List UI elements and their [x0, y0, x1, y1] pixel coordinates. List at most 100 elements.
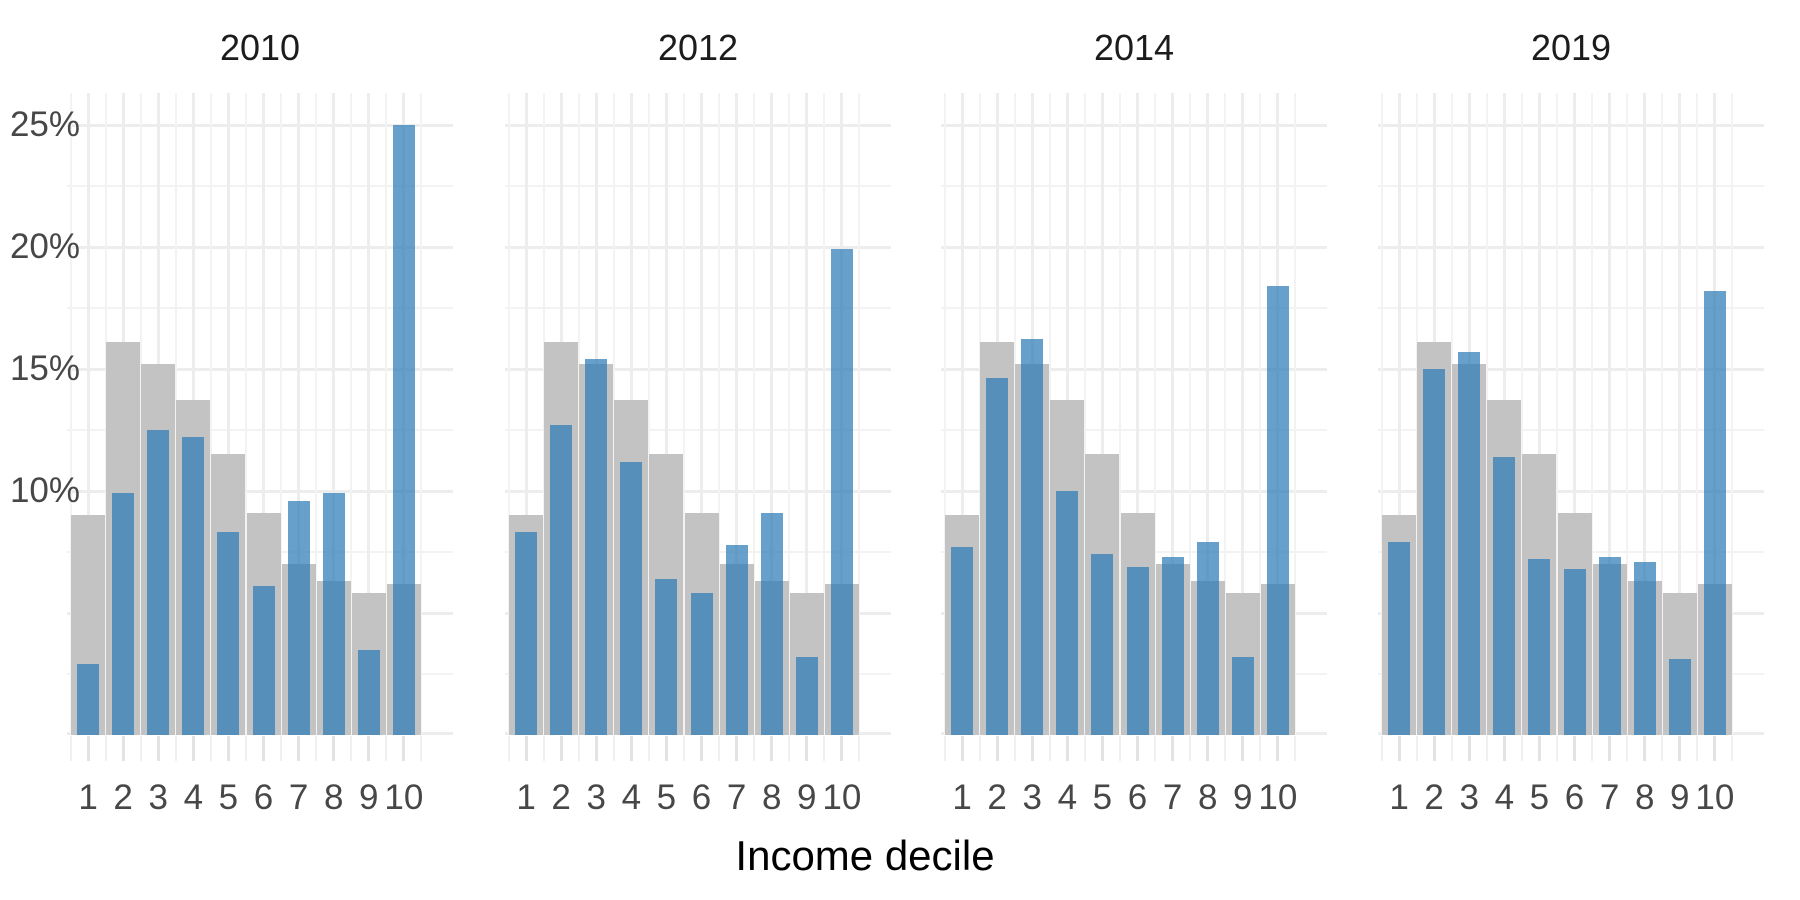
x-tick-label-2010-1: 1 [78, 778, 98, 817]
blue-bar-2019-decile-1 [1388, 542, 1411, 735]
facet-panel-2019 [1378, 93, 1764, 735]
x-axis-tick [612, 736, 615, 761]
x-axis-tick [367, 736, 371, 761]
x-axis-tick [1555, 736, 1558, 761]
y-minor-gridline [505, 306, 891, 309]
x-major-gridline [1206, 93, 1210, 735]
x-axis-tick [1118, 736, 1121, 761]
x-axis-tick [805, 736, 809, 761]
x-axis-tick [594, 736, 598, 761]
facet-title-2019: 2019 [1530, 27, 1612, 68]
x-tick-label-2014-2: 2 [987, 778, 1007, 817]
y-major-gridline [505, 123, 891, 127]
x-axis-tick [943, 736, 946, 761]
x-minor-gridline [1450, 93, 1453, 735]
x-tick-label-2014-4: 4 [1057, 778, 1078, 817]
x-minor-gridline [718, 93, 721, 735]
blue-bar-2012-decile-10 [830, 249, 853, 735]
y-major-gridline [941, 245, 1327, 249]
x-tick-label-2012-1: 1 [516, 778, 536, 817]
x-tick-label-2010-10: 10 [384, 778, 424, 817]
x-tick-label-2014-8: 8 [1197, 778, 1218, 817]
x-tick-label-2012-10: 10 [822, 778, 862, 817]
x-tick-label-2012-4: 4 [621, 778, 642, 817]
x-axis-tick [1485, 736, 1488, 761]
x-axis-tick [1467, 736, 1471, 761]
blue-bar-2019-decile-2 [1423, 368, 1446, 735]
x-axis-tick [1189, 736, 1192, 761]
x-minor-gridline [69, 93, 72, 735]
blue-bar-2012-decile-3 [585, 358, 608, 735]
y-minor-gridline [67, 306, 453, 309]
x-axis-tick [995, 736, 999, 761]
x-axis-tick [524, 736, 528, 761]
y-tick-label-20: 20% [9, 226, 80, 266]
x-minor-gridline [788, 93, 791, 735]
x-major-gridline [332, 93, 336, 735]
x-tick-label-2019-6: 6 [1564, 778, 1585, 817]
x-axis-tick [1206, 736, 1210, 761]
x-tick-label-2012-5: 5 [656, 778, 677, 817]
x-axis-tick [960, 736, 964, 761]
blue-bar-2010-decile-6 [252, 586, 275, 735]
x-axis-tick [1520, 736, 1523, 761]
x-minor-gridline [647, 93, 650, 735]
x-minor-gridline [1520, 93, 1523, 735]
x-axis-tick [1154, 736, 1157, 761]
y-major-gridline [67, 367, 453, 371]
x-axis-tick [542, 736, 545, 761]
blue-bar-2014-decile-6 [1126, 566, 1149, 735]
y-major-gridline [67, 245, 453, 249]
x-axis-tick [559, 736, 563, 761]
facet-panel-2012 [505, 93, 891, 735]
x-axis-tick [823, 736, 826, 761]
x-axis-tick [420, 736, 423, 761]
y-minor-gridline [505, 428, 891, 431]
y-major-gridline [1378, 367, 1764, 371]
x-tick-label-2019-9: 9 [1670, 778, 1690, 817]
x-major-gridline [297, 93, 301, 735]
x-minor-gridline [507, 93, 510, 735]
y-tick-label-25: 25% [9, 104, 80, 144]
x-tick-label-2014-1: 1 [952, 778, 972, 817]
x-axis-tick [1030, 736, 1034, 761]
blue-bar-2019-decile-5 [1528, 559, 1551, 735]
y-minor-gridline [941, 428, 1327, 431]
x-major-gridline [770, 93, 774, 735]
x-axis-tick [191, 736, 195, 761]
blue-bar-2012-decile-9 [795, 656, 818, 735]
y-minor-gridline [941, 306, 1327, 309]
facet-title-2010: 2010 [219, 27, 301, 68]
x-tick-label-2012-9: 9 [797, 778, 817, 817]
blue-bar-2010-decile-5 [217, 532, 240, 735]
y-major-gridline [1378, 123, 1764, 127]
blue-bar-2014-decile-8 [1196, 542, 1219, 735]
x-minor-gridline [315, 93, 318, 735]
blue-bar-2010-decile-1 [77, 664, 100, 735]
x-axis-tick [753, 736, 756, 761]
x-axis-tick [735, 736, 739, 761]
x-axis-tick [1626, 736, 1629, 761]
y-minor-gridline [67, 428, 453, 431]
x-major-gridline [960, 93, 964, 735]
y-tick-label-10: 10% [9, 470, 80, 510]
y-minor-gridline [67, 184, 453, 187]
x-axis-tick [1083, 736, 1086, 761]
x-tick-label-2010-8: 8 [323, 778, 344, 817]
y-major-gridline [67, 489, 453, 493]
x-tick-label-2019-7: 7 [1599, 778, 1620, 817]
blue-bar-2019-decile-9 [1668, 659, 1691, 735]
x-minor-gridline [542, 93, 545, 735]
x-tick-label-2014-7: 7 [1162, 778, 1183, 817]
x-minor-gridline [1485, 93, 1488, 735]
x-major-gridline [1573, 93, 1576, 735]
x-axis-tick [280, 736, 283, 761]
x-major-gridline [1136, 93, 1139, 735]
x-axis-tick [1450, 736, 1453, 761]
blue-bar-2014-decile-3 [1021, 339, 1044, 735]
x-minor-gridline [577, 93, 580, 735]
x-major-gridline [1171, 93, 1175, 735]
x-axis-tick [69, 736, 72, 761]
x-tick-label-2014-6: 6 [1127, 778, 1148, 817]
